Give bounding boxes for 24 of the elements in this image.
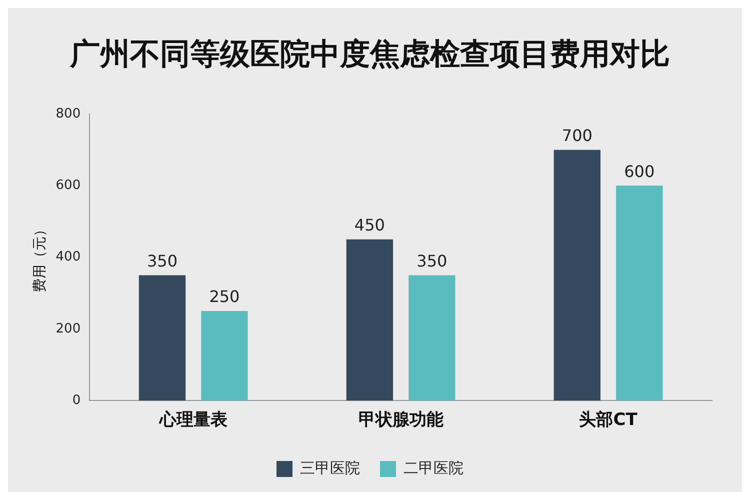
bar — [554, 150, 600, 401]
legend-label: 二甲医院 — [404, 458, 464, 477]
x-tick-label: 心理量表 — [158, 410, 228, 430]
data-label: 450 — [354, 216, 385, 235]
bar — [408, 275, 456, 401]
data-label: 250 — [209, 287, 240, 306]
chart-title: 广州不同等级医院中度焦虑检查项目费用对比 — [69, 36, 670, 72]
bar — [201, 311, 248, 401]
y-tick-label: 800 — [56, 106, 81, 122]
bar — [138, 275, 186, 401]
y-axis-title: 费用（元） — [32, 222, 48, 292]
data-label: 700 — [562, 126, 592, 145]
legend-label: 三甲医院 — [300, 458, 360, 477]
bar — [616, 186, 663, 401]
x-tick-label: 甲状腺功能 — [358, 410, 444, 430]
y-tick-label: 200 — [56, 321, 81, 336]
data-label: 350 — [416, 251, 448, 270]
bar — [346, 239, 394, 401]
y-tick-label: 0 — [72, 392, 81, 408]
data-label: 600 — [624, 162, 655, 181]
data-label: 350 — [146, 251, 178, 270]
x-tick-label: 头部CT — [579, 410, 638, 430]
y-tick-label: 600 — [56, 178, 81, 194]
y-tick-label: 400 — [56, 250, 81, 265]
